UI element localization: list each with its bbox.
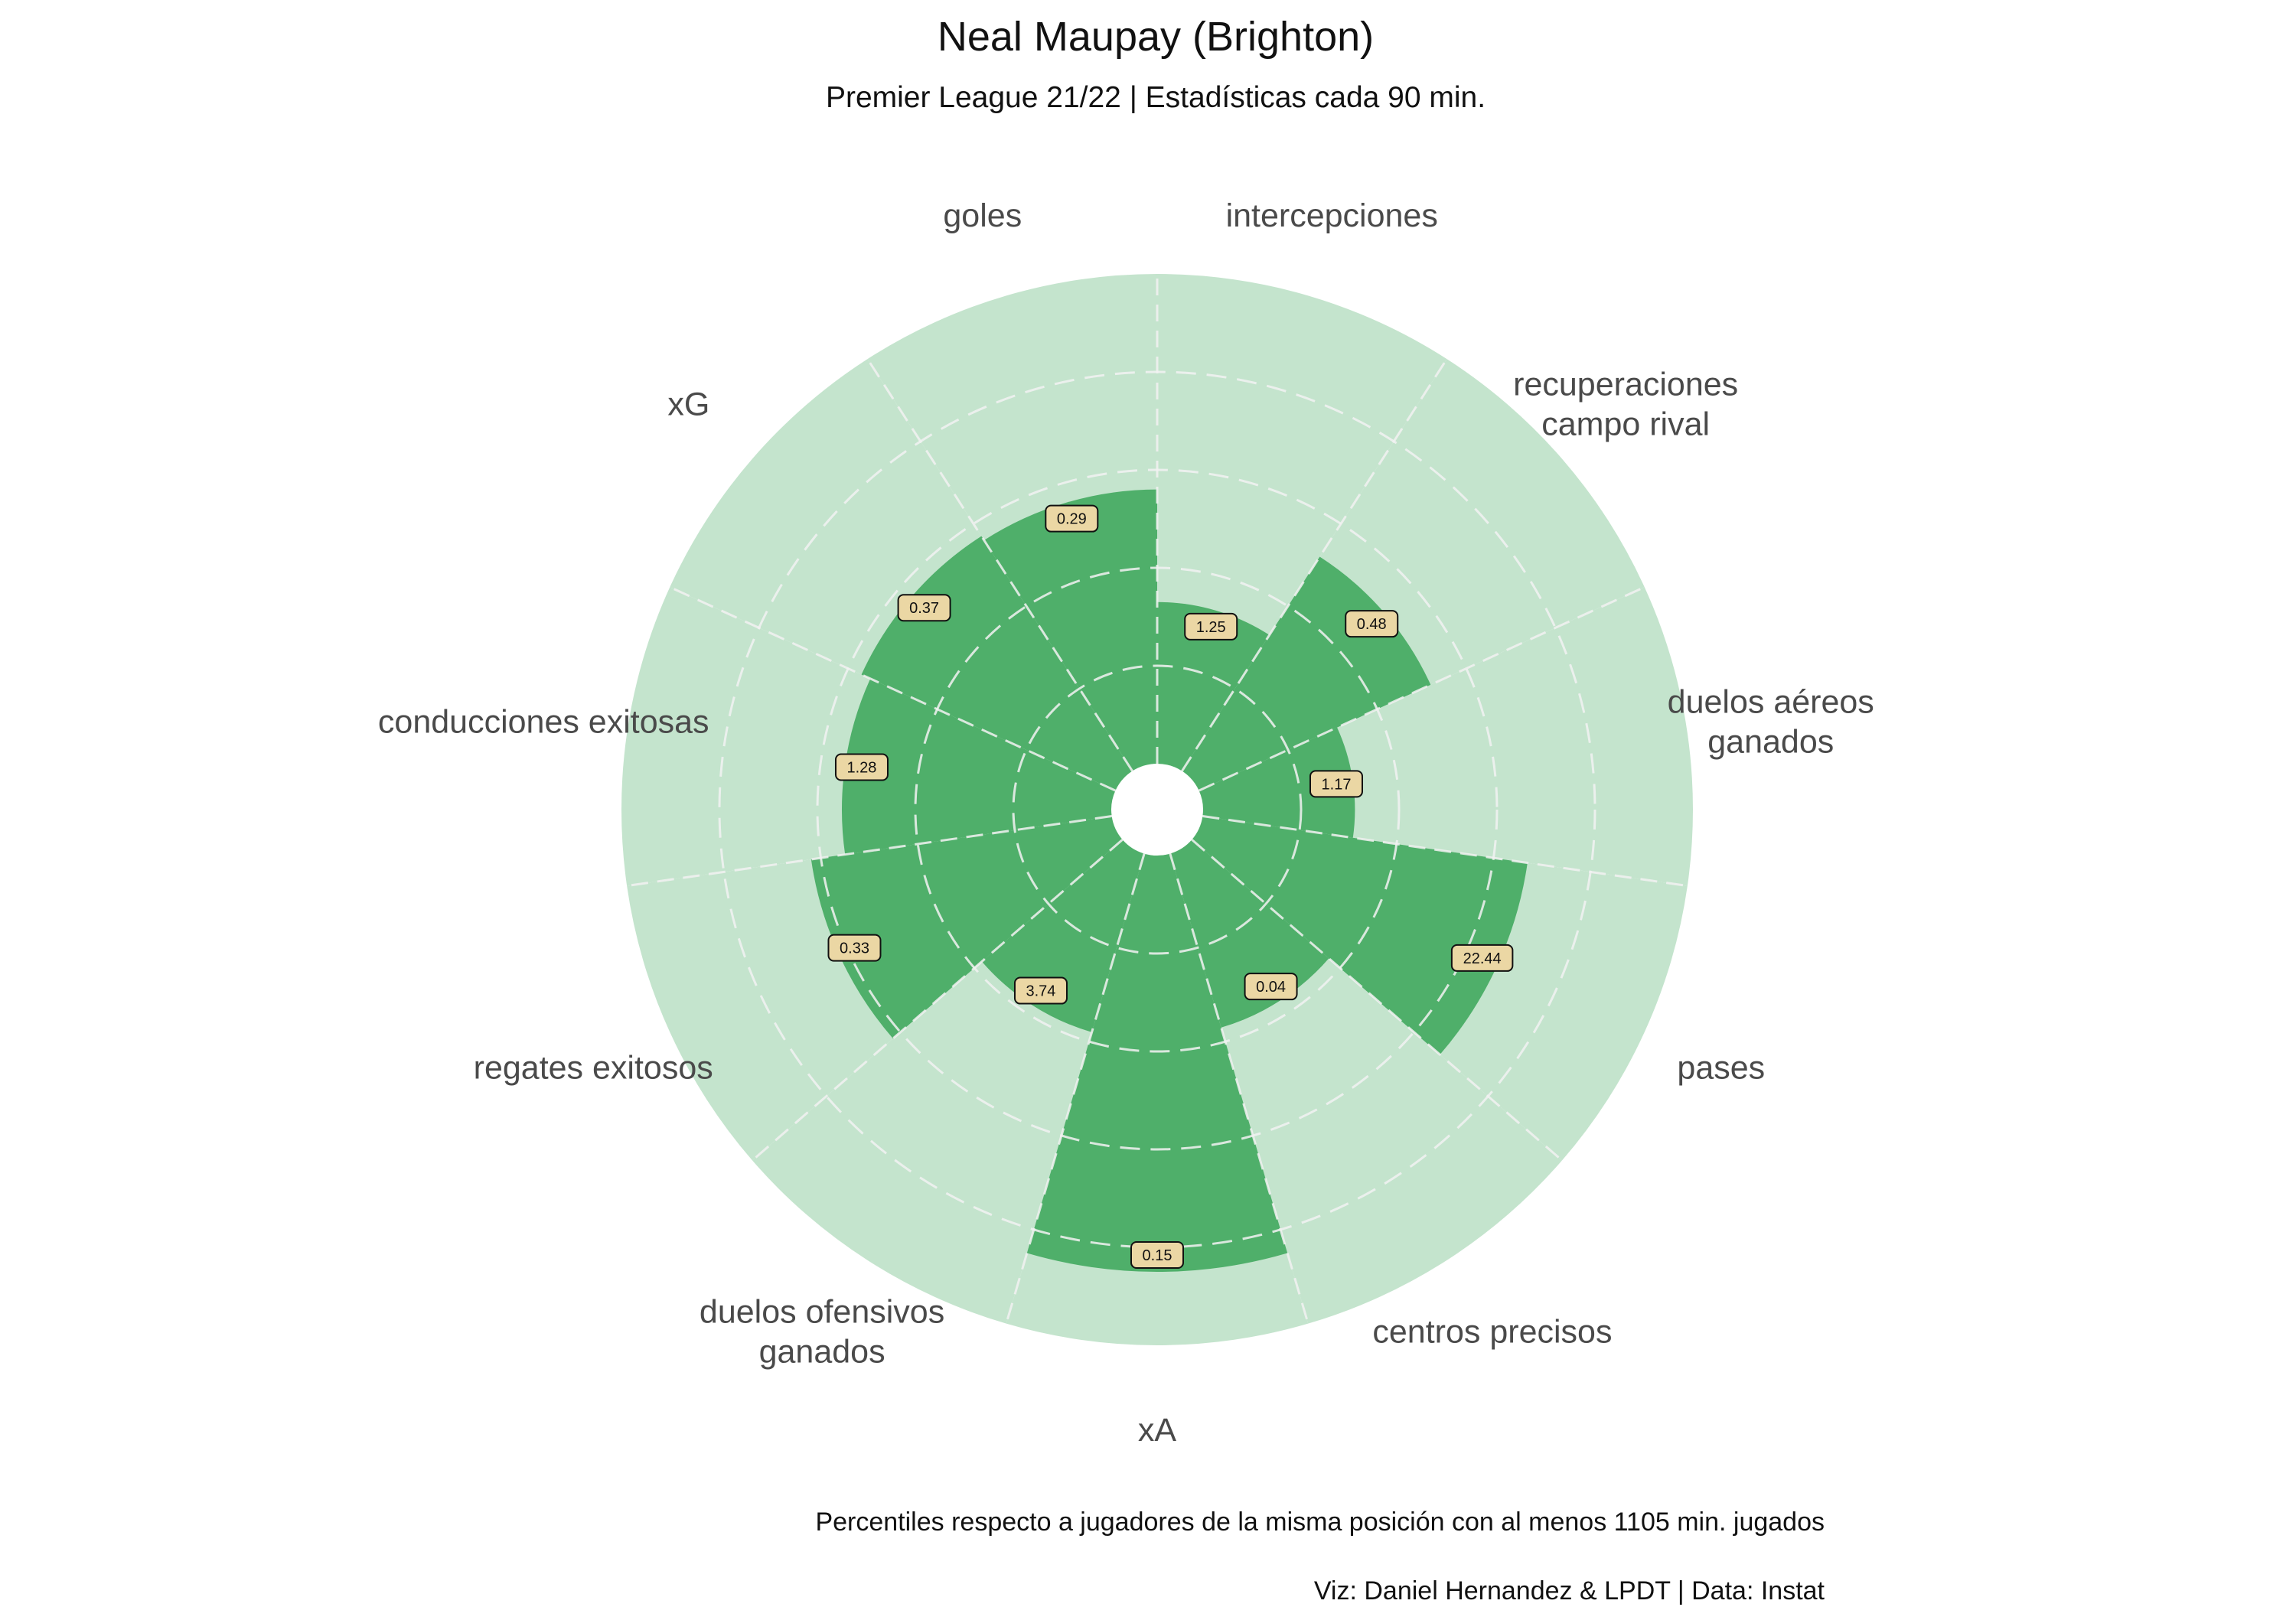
chart-title: Neal Maupay (Brighton) <box>938 14 1374 60</box>
category-label-line: conducciones exitosas <box>378 704 709 741</box>
value-box <box>1450 944 1514 972</box>
category-label-line: duelos aéreos <box>1668 684 1874 721</box>
footer-note: Percentiles respecto a jugadores de la m… <box>815 1508 1825 1537</box>
value-text: 22.44 <box>1463 950 1502 967</box>
category-label-0: intercepciones <box>1226 197 1438 234</box>
value-box <box>897 594 951 622</box>
radial-grid-line <box>1202 815 1688 888</box>
value-box <box>1130 1241 1184 1269</box>
value-text: 1.25 <box>1196 619 1226 636</box>
category-label-line: centros precisos <box>1372 1313 1612 1350</box>
category-label-3: pases <box>1677 1049 1765 1086</box>
value-box <box>1244 973 1298 1001</box>
value-box <box>1345 610 1399 638</box>
value-label-9: 0.37 <box>897 594 951 622</box>
value-text: 0.29 <box>1057 511 1087 528</box>
value-label-5: 0.15 <box>1130 1241 1184 1269</box>
value-text: 0.04 <box>1256 979 1286 996</box>
value-text: 0.37 <box>909 600 939 617</box>
radial-grid-line <box>1198 585 1645 792</box>
radial-grid-line <box>866 358 1133 772</box>
bar-5 <box>1026 853 1288 1272</box>
category-label-line: pases <box>1677 1049 1765 1086</box>
category-label-1: recuperaciones campo rival <box>1513 367 1738 443</box>
value-label-4: 0.04 <box>1244 973 1298 1001</box>
value-text: 1.28 <box>847 759 877 776</box>
category-label-4: centros precisos <box>1372 1313 1612 1350</box>
value-box <box>1309 770 1363 798</box>
radial-grid-line <box>669 585 1117 792</box>
value-text: 0.48 <box>1357 616 1387 633</box>
category-label-line: xA <box>1138 1412 1177 1449</box>
radial-grid-line <box>626 815 1112 888</box>
value-text: 1.17 <box>1322 776 1352 793</box>
bar-10 <box>983 489 1157 771</box>
category-label-line: intercepciones <box>1226 197 1438 234</box>
category-label-line: goles <box>943 197 1022 234</box>
radial-grid-line <box>1169 853 1309 1325</box>
center-hole <box>1111 764 1203 854</box>
category-label-line: campo rival <box>1541 406 1710 443</box>
value-label-1: 0.48 <box>1345 610 1399 638</box>
value-text: 3.74 <box>1026 983 1056 1000</box>
value-text: 0.15 <box>1143 1247 1172 1264</box>
category-label-line: regates exitosos <box>474 1049 713 1086</box>
ring-grid-line <box>914 566 1401 1053</box>
value-label-10: 0.29 <box>1045 504 1099 533</box>
category-label-8: conducciones exitosas <box>378 704 709 741</box>
category-label-line: recuperaciones <box>1513 367 1738 403</box>
category-label-9: xG <box>667 386 709 423</box>
radial-grid-line <box>751 839 1124 1162</box>
ring-grid-line <box>1012 664 1303 955</box>
bar-2 <box>1199 727 1355 838</box>
value-label-0: 1.25 <box>1184 612 1238 641</box>
value-labels: 1.25 0.48 1.17 22.44 0.04 0.15 3.74 0.33 1.28 0.3… <box>827 504 1514 1269</box>
category-label-5: xA <box>1138 1412 1177 1449</box>
category-label-line: xG <box>667 386 709 423</box>
value-label-2: 1.17 <box>1309 770 1363 798</box>
radial-grid-line <box>1005 853 1146 1325</box>
value-text: 0.33 <box>840 940 869 957</box>
category-label-line: ganados <box>759 1333 885 1370</box>
value-box <box>834 753 889 781</box>
value-label-3: 22.44 <box>1450 944 1514 972</box>
value-box <box>827 934 882 962</box>
credits: Viz: Daniel Hernandez & LPDT | Data: Ins… <box>1314 1576 1825 1605</box>
bar-0 <box>1157 601 1270 771</box>
bar-7 <box>810 816 1123 1039</box>
value-label-7: 0.33 <box>827 934 882 962</box>
chart-subtitle: Premier League 21/22 | Estadísticas cada… <box>826 81 1486 114</box>
bar-8 <box>842 678 1116 855</box>
value-box <box>1045 504 1099 533</box>
ring-grid-line <box>816 468 1499 1151</box>
category-labels: intercepciones recuperaciones campo rival d… <box>378 197 1874 1449</box>
bar-3 <box>1192 816 1528 1055</box>
value-label-6: 3.74 <box>1013 976 1068 1005</box>
category-label-10: goles <box>943 197 1022 234</box>
value-label-8: 1.28 <box>834 753 889 781</box>
category-label-6: duelos ofensivos ganados <box>700 1293 944 1370</box>
category-label-line: duelos ofensivos <box>700 1293 944 1330</box>
radial-grid-line <box>1181 358 1448 772</box>
category-label-line: ganados <box>1707 724 1834 761</box>
value-box <box>1013 976 1068 1005</box>
category-label-2: duelos aéreos ganados <box>1668 684 1874 761</box>
radial-grid-line <box>1191 839 1564 1162</box>
value-box <box>1184 612 1238 641</box>
category-label-7: regates exitosos <box>474 1049 713 1086</box>
